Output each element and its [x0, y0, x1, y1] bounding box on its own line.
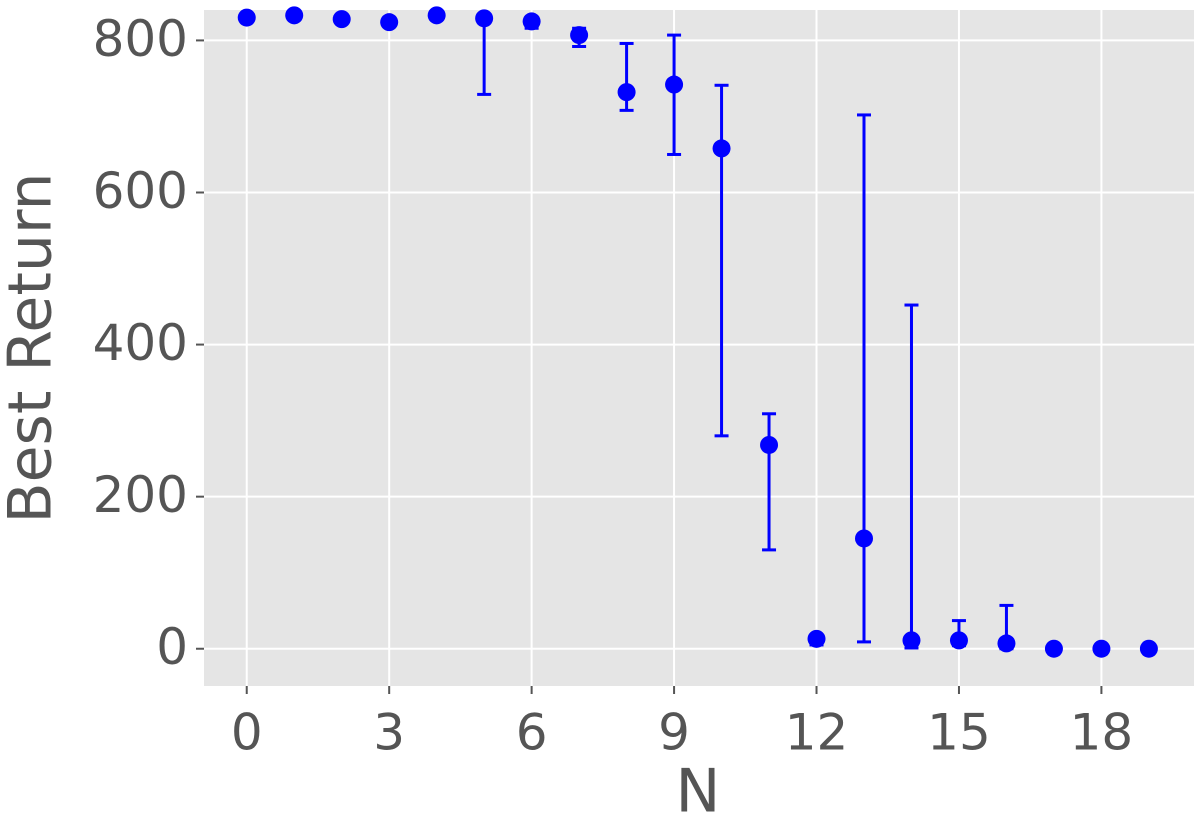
x-tick-label: 12 — [785, 704, 849, 762]
point — [617, 83, 636, 102]
x-tick-label: 3 — [373, 704, 405, 762]
point — [712, 139, 731, 158]
point — [237, 8, 256, 27]
y-tick-label: 200 — [93, 466, 188, 524]
point — [285, 6, 304, 25]
point — [380, 13, 399, 32]
point — [475, 9, 494, 28]
error-bar — [667, 33, 682, 156]
point — [807, 629, 826, 648]
point — [1044, 639, 1063, 658]
point — [997, 634, 1016, 653]
point — [760, 435, 779, 454]
error-bar — [857, 113, 871, 644]
point — [1092, 639, 1111, 658]
point — [949, 631, 968, 650]
y-tick-label: 600 — [93, 162, 188, 220]
point — [855, 529, 873, 548]
plot-background — [204, 10, 1194, 686]
point — [522, 12, 541, 31]
point — [665, 75, 684, 94]
point — [427, 6, 446, 25]
x-tick-label: 0 — [231, 704, 263, 762]
point — [1139, 639, 1158, 658]
y-tick-label: 400 — [93, 314, 188, 372]
point — [570, 26, 589, 45]
x-tick-label: 18 — [1070, 704, 1134, 762]
y-axis-label: Best Return — [0, 172, 66, 523]
x-tick-label: 6 — [516, 704, 548, 762]
x-axis-label: N — [676, 757, 721, 827]
x-tick-label: 15 — [927, 704, 991, 762]
point — [902, 631, 921, 650]
y-tick-label: 800 — [93, 10, 188, 68]
y-tick-label: 0 — [156, 618, 188, 676]
point — [332, 10, 351, 29]
x-tick-label: 9 — [658, 704, 690, 762]
